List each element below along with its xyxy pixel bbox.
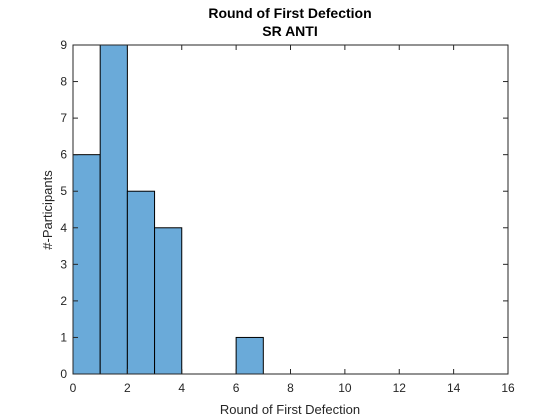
x-tick-label: 4 [178,381,185,395]
bars-group [72,44,264,375]
y-tick-label: 7 [60,111,67,125]
x-ticks-group: 0 2 4 6 8 10 12 14 16 [70,45,515,395]
y-tick-label: 3 [60,257,67,271]
x-tick-label: 0 [70,381,77,395]
histogram-bar [99,44,128,375]
histogram-bar [154,227,183,375]
y-tick-label: 6 [60,148,67,162]
y-ticks-group: 0 1 2 3 4 5 6 7 8 9 [60,38,508,381]
chart-subtitle: SR ANTI [262,23,317,39]
y-tick-label: 9 [60,38,67,52]
y-tick-label: 4 [60,221,67,235]
x-tick-label: 16 [501,381,515,395]
y-tick-label: 2 [60,294,67,308]
y-axis-label: #-Participants [40,170,55,250]
x-tick-label: 14 [447,381,461,395]
y-tick-label: 8 [60,75,67,89]
histogram-bar [235,336,264,375]
x-axis-label: Round of First Defection [220,402,360,417]
y-tick-label: 5 [60,184,67,198]
x-tick-label: 8 [287,381,294,395]
x-tick-label: 12 [393,381,407,395]
chart-title: Round of First Defection [208,5,371,21]
x-tick-label: 2 [124,381,131,395]
histogram-bar [126,190,156,375]
x-tick-label: 10 [338,381,352,395]
y-tick-label: 0 [60,367,67,381]
y-tick-label: 1 [60,330,67,344]
x-tick-label: 6 [233,381,240,395]
